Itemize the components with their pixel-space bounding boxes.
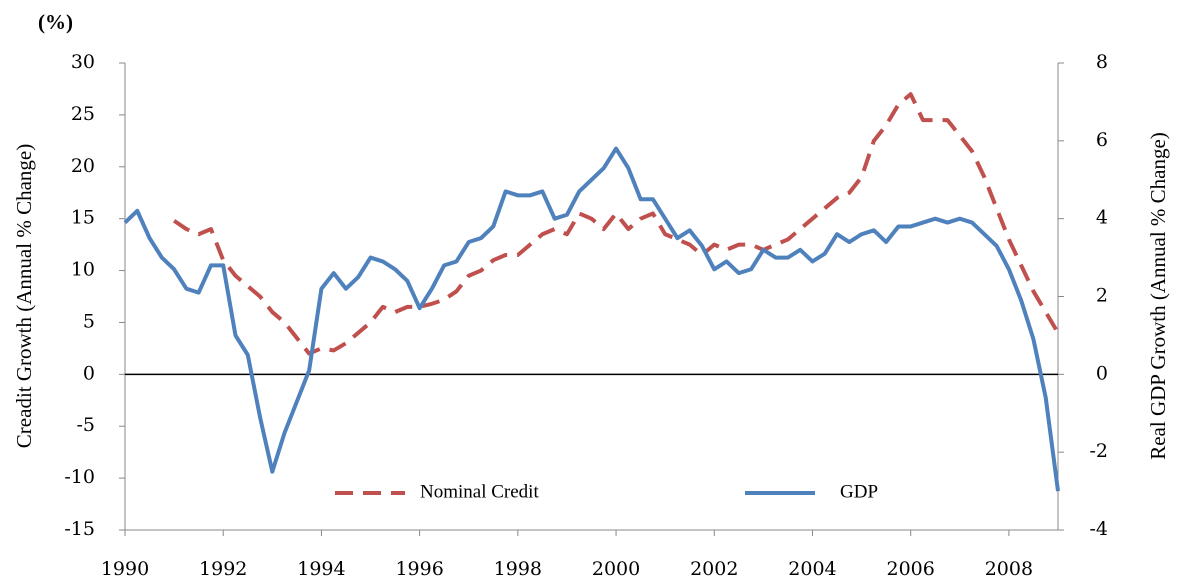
- y2-tick-label: 0: [1096, 362, 1108, 384]
- y2-tick-label: -4: [1089, 518, 1108, 540]
- y-tick-label: 25: [71, 103, 95, 125]
- y-tick-label: -10: [64, 466, 95, 488]
- y-tick-label: -15: [64, 518, 95, 540]
- y-tick-label: -5: [76, 414, 95, 436]
- y-tick-label: 20: [71, 155, 95, 177]
- y-tick-label: 15: [71, 207, 95, 229]
- y2-tick-label: -2: [1089, 440, 1108, 462]
- x-tick-label: 2006: [887, 558, 935, 580]
- y2-tick-label: 6: [1096, 129, 1108, 151]
- y2-axis-title: Real GDP Growth (Annual % Change): [1146, 132, 1170, 460]
- y-tick-label: 10: [71, 259, 95, 281]
- x-tick-label: 2004: [788, 558, 836, 580]
- x-tick-label: 1990: [101, 558, 149, 580]
- y-tick-label: 0: [83, 362, 95, 384]
- y-axis-title: Creadit Growth (Annual % Change): [12, 144, 36, 448]
- series-line: [172, 92, 1060, 356]
- y-tick-label: 5: [83, 310, 95, 332]
- x-tick-label: 1992: [199, 558, 247, 580]
- x-tick-label: 1998: [494, 558, 542, 580]
- y2-tick-label: 8: [1096, 51, 1108, 73]
- legend-label: Nominal Credit: [420, 481, 539, 502]
- x-tick-label: 2002: [690, 558, 738, 580]
- y2-tick-label: 2: [1096, 285, 1108, 307]
- x-tick-label: 1994: [297, 558, 345, 580]
- x-tick-label: 2000: [592, 558, 640, 580]
- legend-label: GDP: [840, 481, 878, 502]
- y2-tick-label: 4: [1096, 207, 1108, 229]
- x-tick-label: 2008: [985, 558, 1033, 580]
- series-line: [123, 146, 1060, 492]
- y-tick-label: 30: [71, 51, 95, 73]
- x-tick-label: 1996: [395, 558, 443, 580]
- unit-label: (%): [38, 10, 73, 34]
